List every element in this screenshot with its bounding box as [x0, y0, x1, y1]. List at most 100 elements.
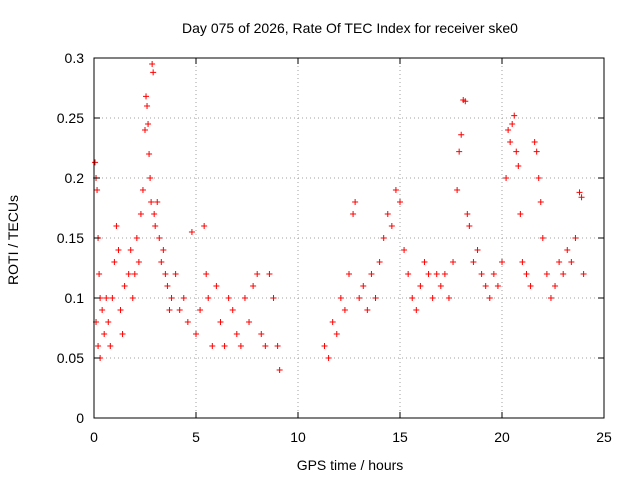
data-point: [117, 307, 124, 313]
data-point: [164, 283, 171, 289]
x-tick-label: 20: [494, 429, 510, 445]
data-point: [101, 331, 108, 337]
data-point: [150, 69, 157, 76]
data-point: [572, 235, 579, 241]
data-point: [156, 235, 163, 241]
data-point: [325, 355, 332, 361]
x-tick-label: 0: [90, 429, 98, 445]
y-tick-label: 0.1: [65, 290, 85, 306]
data-point: [172, 271, 179, 277]
data-point: [146, 151, 153, 157]
data-point: [388, 223, 395, 229]
y-axis-label: ROTI / TECUs: [5, 195, 21, 285]
data-point: [527, 283, 534, 289]
data-point: [519, 259, 526, 265]
data-point: [490, 271, 497, 277]
data-point: [368, 271, 375, 277]
axis-ticks: [93, 57, 605, 419]
data-point: [352, 199, 359, 205]
data-point: [397, 199, 403, 205]
data-point: [547, 295, 554, 301]
y-tick-label: 0.2: [65, 170, 85, 186]
data-point: [266, 271, 273, 277]
data-point: [543, 271, 550, 277]
data-point: [486, 295, 493, 301]
data-point: [507, 139, 514, 145]
y-tick-label: 0: [76, 410, 84, 426]
data-point: [454, 187, 461, 193]
data-point: [188, 229, 195, 235]
x-axis-label: GPS time / hours: [297, 457, 404, 473]
data-point: [576, 189, 583, 196]
data-point: [201, 223, 208, 229]
data-point: [113, 223, 120, 229]
data-point: [94, 187, 101, 193]
data-point: [237, 343, 244, 349]
data-point: [254, 271, 261, 277]
data-point: [96, 271, 103, 277]
data-point: [111, 259, 118, 265]
data-point: [482, 283, 489, 289]
data-point: [466, 223, 473, 229]
data-point: [270, 295, 277, 301]
data-point: [360, 283, 367, 289]
x-tick-label: 15: [392, 429, 408, 445]
data-point: [274, 343, 281, 349]
data-points: [92, 61, 587, 373]
data-point: [158, 259, 165, 265]
data-point: [133, 235, 140, 241]
data-point: [413, 307, 420, 313]
data-point: [392, 187, 399, 193]
data-point: [131, 271, 138, 277]
y-tick-label: 0.05: [57, 350, 84, 366]
data-point: [135, 259, 142, 265]
data-point: [464, 211, 471, 217]
data-point: [144, 103, 151, 109]
data-point: [535, 175, 542, 181]
data-point: [321, 343, 328, 349]
data-point: [523, 271, 530, 277]
data-point: [568, 259, 575, 265]
data-point: [258, 331, 265, 337]
data-point: [221, 343, 228, 349]
data-point: [337, 295, 344, 301]
data-point: [329, 319, 336, 325]
data-point: [445, 295, 452, 301]
data-point: [142, 127, 148, 133]
data-point: [503, 175, 510, 181]
data-point: [147, 175, 154, 181]
y-tick-labels: 0 0.05 0.1 0.15 0.2 0.25 0.3: [57, 50, 84, 426]
data-point: [143, 93, 150, 100]
data-point: [197, 307, 204, 313]
data-point: [148, 199, 155, 205]
data-point: [152, 223, 159, 229]
data-point: [225, 295, 232, 301]
data-point: [433, 271, 440, 277]
data-point: [509, 121, 516, 127]
data-point: [151, 211, 158, 217]
x-tick-label: 5: [192, 429, 200, 445]
data-point: [149, 61, 156, 67]
data-point: [333, 331, 340, 337]
data-point: [450, 259, 457, 265]
data-point: [233, 331, 240, 337]
data-point: [229, 307, 236, 313]
data-point: [515, 163, 522, 169]
data-point: [109, 295, 116, 301]
data-point: [217, 319, 224, 325]
data-point: [417, 283, 424, 289]
data-point: [107, 343, 114, 349]
data-point: [580, 271, 587, 277]
data-point: [380, 235, 387, 241]
data-point: [552, 283, 559, 289]
data-point: [99, 307, 106, 313]
data-point: [384, 211, 391, 217]
data-point: [437, 283, 444, 289]
data-point: [176, 307, 183, 313]
data-point: [105, 319, 112, 325]
data-point: [180, 295, 187, 301]
data-point: [537, 199, 544, 205]
data-point: [429, 295, 436, 301]
data-point: [458, 131, 465, 138]
